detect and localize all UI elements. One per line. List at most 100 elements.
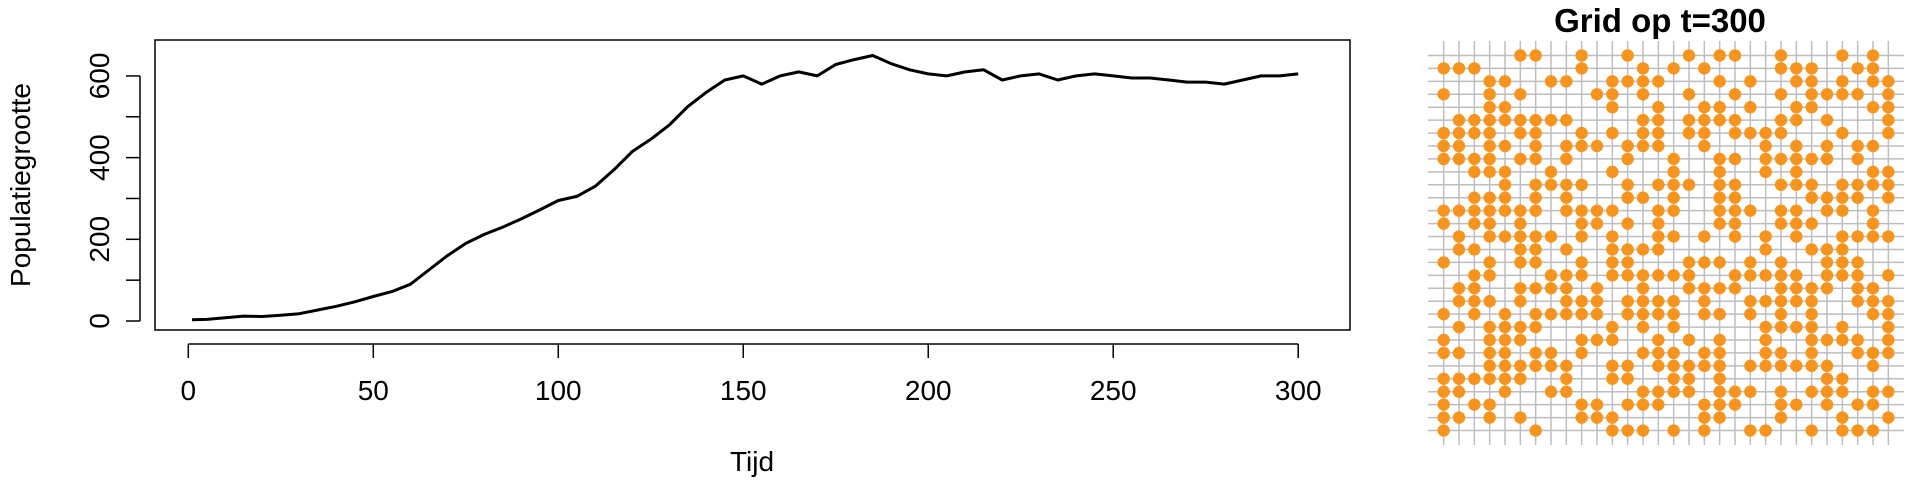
occupied-cell-dot <box>1437 346 1450 360</box>
occupied-cell-dot <box>1820 139 1834 153</box>
occupied-cell-dot <box>1590 217 1604 230</box>
occupied-cell-dot <box>1713 385 1726 398</box>
grid-lines <box>1428 41 1904 445</box>
occupied-cell-dot <box>1468 295 1481 308</box>
occupied-cell-dot <box>1514 152 1527 166</box>
occupied-cell-dot <box>1529 139 1542 153</box>
occupied-cell-dot <box>1529 359 1542 373</box>
occupied-cell-dot <box>1698 62 1711 75</box>
occupied-cell-dot <box>1498 385 1512 398</box>
occupied-cell-dot <box>1744 307 1757 321</box>
occupied-cell-dot <box>1682 333 1696 347</box>
occupied-cell-dot <box>1667 385 1680 398</box>
occupied-cell-dot <box>1713 411 1726 424</box>
occupied-cell-dot <box>1483 333 1496 347</box>
occupied-cell-dot <box>1774 178 1788 191</box>
occupied-cell-dot <box>1805 385 1818 398</box>
occupied-cell-dot <box>1836 424 1849 437</box>
occupied-cell-dot <box>1544 269 1558 282</box>
occupied-cell-dot <box>1452 139 1466 153</box>
occupied-cell-dot <box>1774 269 1788 282</box>
occupied-cell-dot <box>1728 385 1742 398</box>
occupied-cell-dot <box>1652 139 1665 153</box>
occupied-cell-dot <box>1560 295 1573 308</box>
occupied-cell-dot <box>1728 191 1742 204</box>
occupied-cell-dot <box>1560 282 1573 295</box>
occupied-cell-dot <box>1728 178 1742 191</box>
occupied-cell-dot <box>1820 359 1834 373</box>
occupied-cell-dot <box>1529 230 1542 243</box>
occupied-cell-dot <box>1790 282 1803 295</box>
occupied-cell-dot <box>1728 398 1742 411</box>
occupied-cell-dot <box>1483 204 1496 217</box>
occupied-cell-dot <box>1452 62 1466 75</box>
occupied-cell-dot <box>1606 75 1619 88</box>
occupied-cell-dot <box>1544 113 1558 127</box>
occupied-cell-dot <box>1851 295 1864 308</box>
occupied-cell-dot <box>1882 346 1895 360</box>
occupied-cell-dot <box>1882 88 1895 101</box>
occupied-cell-dot <box>1682 359 1696 373</box>
occupied-cell-dot <box>1636 320 1650 334</box>
occupied-cell-dot <box>1698 424 1711 437</box>
occupied-cell-dot <box>1652 385 1665 398</box>
occupied-cell-dot <box>1667 152 1680 166</box>
occupied-cell-dot <box>1544 282 1558 295</box>
occupied-cell-dot <box>1805 191 1818 204</box>
occupied-cell-dot <box>1483 113 1496 127</box>
occupied-cell-dot <box>1483 256 1496 269</box>
occupied-cell-dot <box>1851 282 1864 295</box>
occupied-cell-dot <box>1744 424 1757 437</box>
occupied-cell-dot <box>1805 243 1818 256</box>
occupied-cell-dot <box>1560 75 1573 88</box>
occupied-cell-dot <box>1682 49 1696 62</box>
occupied-cell-dot <box>1774 152 1788 166</box>
occupied-cell-dot <box>1437 424 1450 437</box>
occupied-cell-dot <box>1882 126 1895 140</box>
occupied-cell-dot <box>1636 398 1650 411</box>
occupied-cell-dot <box>1575 217 1588 230</box>
occupied-cell-dot <box>1529 307 1542 321</box>
occupied-cell-dot <box>1790 398 1803 411</box>
occupied-cell-dot <box>1498 333 1512 347</box>
occupied-cell-dot <box>1698 113 1711 127</box>
occupied-cell-dot <box>1514 88 1527 101</box>
occupied-cell-dot <box>1483 165 1496 179</box>
occupied-cell-dot <box>1836 411 1849 424</box>
y-tick-label: 0 <box>84 313 115 329</box>
occupied-cell-dot <box>1713 191 1726 204</box>
occupied-cell-dot <box>1820 256 1834 269</box>
occupied-cell-dot <box>1560 113 1573 127</box>
occupied-cell-dot <box>1636 295 1650 308</box>
occupied-cell-dot <box>1636 385 1650 398</box>
occupied-cell-dot <box>1544 165 1558 179</box>
occupied-cell-dot <box>1437 62 1450 75</box>
occupied-cell-dot <box>1590 204 1604 217</box>
occupied-cell-dot <box>1498 165 1512 179</box>
y-axis-label: Populatiegrootte <box>5 83 36 287</box>
occupied-cell-dot <box>1805 152 1818 166</box>
occupied-cell-dot <box>1468 204 1481 217</box>
occupied-cell-dot <box>1636 243 1650 256</box>
occupied-cell-dot <box>1851 152 1864 166</box>
occupied-cell-dot <box>1514 113 1527 127</box>
occupied-cell-dot <box>1575 126 1588 140</box>
x-tick-label: 0 <box>181 375 197 406</box>
x-tick-label: 300 <box>1275 375 1322 406</box>
occupied-cell-dot <box>1621 152 1634 166</box>
occupied-cell-dot <box>1437 204 1450 217</box>
occupied-cell-dot <box>1744 256 1757 269</box>
occupied-cell-dot <box>1590 411 1604 424</box>
occupied-cell-dot <box>1652 230 1665 243</box>
occupied-cell-dot <box>1836 230 1849 243</box>
occupied-cell-dot <box>1851 333 1864 347</box>
occupied-cell-dot <box>1575 307 1588 321</box>
occupied-cell-dot <box>1820 243 1834 256</box>
occupied-cell-dot <box>1851 139 1864 153</box>
occupied-cell-dot <box>1575 178 1588 191</box>
occupied-cell-dot <box>1652 269 1665 282</box>
occupied-cell-dot <box>1483 139 1496 153</box>
occupied-cell-dot <box>1544 385 1558 398</box>
occupied-cell-dot <box>1713 333 1726 347</box>
occupied-cell-dot <box>1713 165 1726 179</box>
